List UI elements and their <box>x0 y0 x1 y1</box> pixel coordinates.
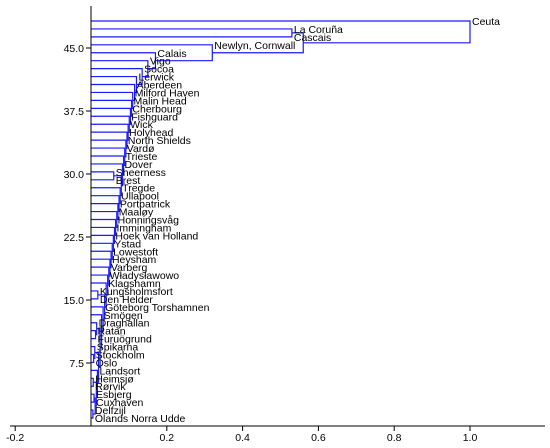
leaf-label: Cherbourg <box>132 103 182 115</box>
leaf-label: Göteborg Torshamnen <box>105 302 209 314</box>
dendrogram-link <box>91 147 126 167</box>
leaf-label: Immingham <box>116 222 171 234</box>
dendrogram-link <box>91 266 110 286</box>
leaf-label: Aberdeen <box>137 80 183 92</box>
leaf-label: Wick <box>130 119 153 131</box>
leaf-label: Esbjerg <box>96 389 132 401</box>
y-tick-label: 45.0 <box>64 43 85 55</box>
dendrogram-link <box>91 290 99 300</box>
leaf-label: Den Helder <box>100 294 154 306</box>
x-tick-label: 0.8 <box>387 432 402 444</box>
dendrogram-link <box>91 345 96 360</box>
leaf-label: Heysham <box>112 254 157 266</box>
leaf-label: Heimsjø <box>95 373 134 385</box>
leaf-label: Landsort <box>99 365 140 377</box>
leaf-label: Ratan <box>98 326 126 338</box>
leaf-label: Vardø <box>127 143 155 155</box>
dendrogram-link <box>91 28 293 38</box>
leaf-label: Socoa <box>144 64 174 76</box>
dendrogram-link <box>91 20 471 44</box>
leaf-label: Ystad <box>114 238 141 250</box>
leaf-labels: Ölands Norra UddeDelfzijlCuxhavenEsbjerg… <box>95 16 500 425</box>
leaf-label: Smögen <box>104 310 143 322</box>
y-axis-ticks: 7.5 15.0 22.5 30.0 37.5 45.0 <box>64 43 91 370</box>
leaf-label: Klagshamn <box>108 278 161 290</box>
leaf-label: Ceuta <box>472 16 500 28</box>
y-tick-label: 30.0 <box>64 169 85 181</box>
leaf-label: Ölands Norra Udde <box>95 413 186 425</box>
leaf-label: North Shields <box>128 135 191 147</box>
leaf-label: Milford Haven <box>135 87 200 99</box>
leaf-label: Holyhead <box>129 127 174 139</box>
dendrogram-link <box>91 171 115 181</box>
leaf-label: Draghallan <box>99 318 150 330</box>
leaf-label: Lowestoft <box>113 246 158 258</box>
axes <box>10 6 545 427</box>
leaf-label: La Coruña <box>294 24 343 36</box>
leaf-label: Malin Head <box>134 95 187 107</box>
leaf-label: Rørvik <box>95 381 126 393</box>
leaf-label: Trieste <box>126 151 158 163</box>
leaf-label: Portpatrick <box>120 199 171 211</box>
dendrogram-link <box>91 330 97 340</box>
leaf-label: Lerwick <box>138 72 174 84</box>
leaf-label: Newlyn, Cornwall <box>214 40 295 52</box>
y-tick-label: 37.5 <box>64 106 85 118</box>
leaf-label: Oslo <box>96 357 118 369</box>
leaf-label: Maaløy <box>119 207 154 219</box>
leaf-label: Stockholm <box>96 349 145 361</box>
leaf-label: Honningsvåg <box>118 215 179 227</box>
leaf-label: Sheerness <box>116 167 166 179</box>
leaf-label: Cuxhaven <box>96 397 143 409</box>
leaf-label: Spikarna <box>97 342 139 354</box>
leaf-label: Dover <box>124 159 153 171</box>
x-tick-label: 0.2 <box>159 432 174 444</box>
leaf-label: Władysławowo <box>110 270 180 282</box>
dendrogram-branches <box>91 20 471 419</box>
leaf-label: Kungsholmsfort <box>100 286 173 298</box>
x-tick-label: 0.4 <box>235 432 250 444</box>
leaf-label: Furuögrund <box>98 334 152 346</box>
x-tick-label: 0.6 <box>311 432 326 444</box>
y-tick-label: 7.5 <box>69 358 84 370</box>
leaf-label: Cascais <box>294 32 331 44</box>
leaf-label: Varberg <box>111 262 148 274</box>
leaf-label: Vigo <box>150 56 171 68</box>
x-tick-label: -0.2 <box>6 432 24 444</box>
leaf-label: Delfzijl <box>95 405 126 417</box>
x-tick-label: 1.0 <box>463 432 478 444</box>
y-tick-label: 22.5 <box>64 232 85 244</box>
leaf-label: Calais <box>157 48 186 60</box>
x-axis-ticks: -0.2 0.2 0.4 0.6 0.8 1.0 <box>6 426 477 444</box>
leaf-label: Brest <box>116 175 141 187</box>
leaf-label: Ullapool <box>121 191 159 203</box>
y-tick-label: 15.0 <box>64 295 85 307</box>
leaf-label: Tregde <box>122 183 155 195</box>
leaf-label: Fishguard <box>131 111 178 123</box>
leaf-label: Hoek van Holland <box>115 230 198 242</box>
